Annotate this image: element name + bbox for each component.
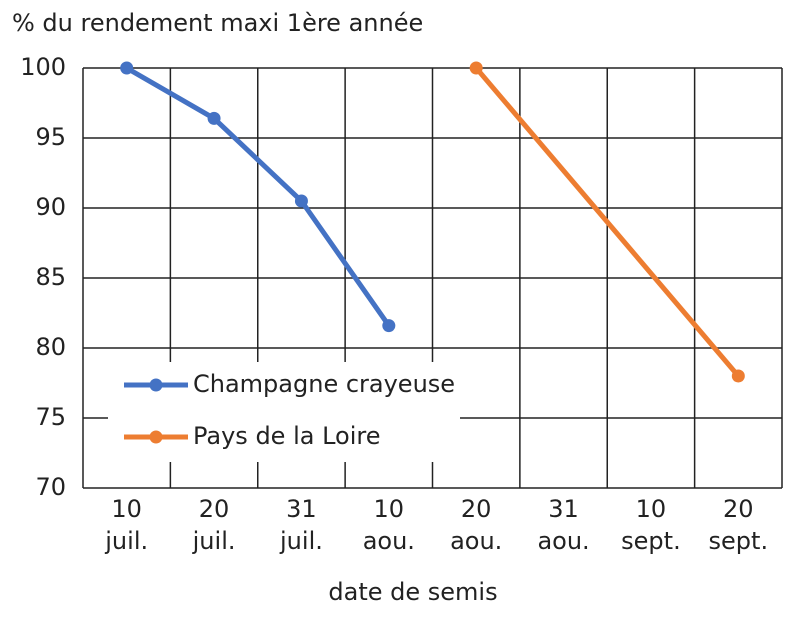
x-tick-label: 20 aou.: [450, 495, 502, 555]
x-tick-label: 20 sept.: [709, 495, 769, 555]
legend-marker: [149, 378, 163, 392]
legend-marker: [149, 430, 163, 444]
x-tick-label: 10 sept.: [621, 495, 681, 555]
point: [294, 194, 308, 208]
point: [469, 61, 483, 75]
x-tick-label: 10 juil.: [104, 495, 148, 555]
legend-box: [108, 362, 460, 462]
y-tick-label: 75: [35, 403, 66, 431]
point: [382, 319, 396, 333]
x-axis-label: date de semis: [328, 578, 497, 606]
y-tick-label: 70: [35, 473, 66, 501]
point: [120, 61, 134, 75]
y-axis-label: % du rendement maxi 1ère année: [12, 9, 423, 37]
y-tick-label: 90: [35, 193, 66, 221]
y-tick-label: 100: [20, 53, 66, 81]
legend-label: Pays de la Loire: [193, 422, 380, 450]
y-tick-label: 85: [35, 263, 66, 291]
x-tick-label: 10 aou.: [363, 495, 415, 555]
point: [207, 111, 221, 125]
series-line: [125, 65, 391, 328]
y-tick-label: 80: [35, 333, 66, 361]
x-tick-label: 31 juil.: [279, 495, 323, 555]
x-tick-label: 20 juil.: [192, 495, 236, 555]
legend-label: Champagne crayeuse: [193, 370, 455, 398]
series-line: [474, 66, 741, 378]
point: [731, 369, 745, 383]
y-tick-label: 95: [35, 123, 66, 151]
x-tick-label: 31 aou.: [537, 495, 589, 555]
